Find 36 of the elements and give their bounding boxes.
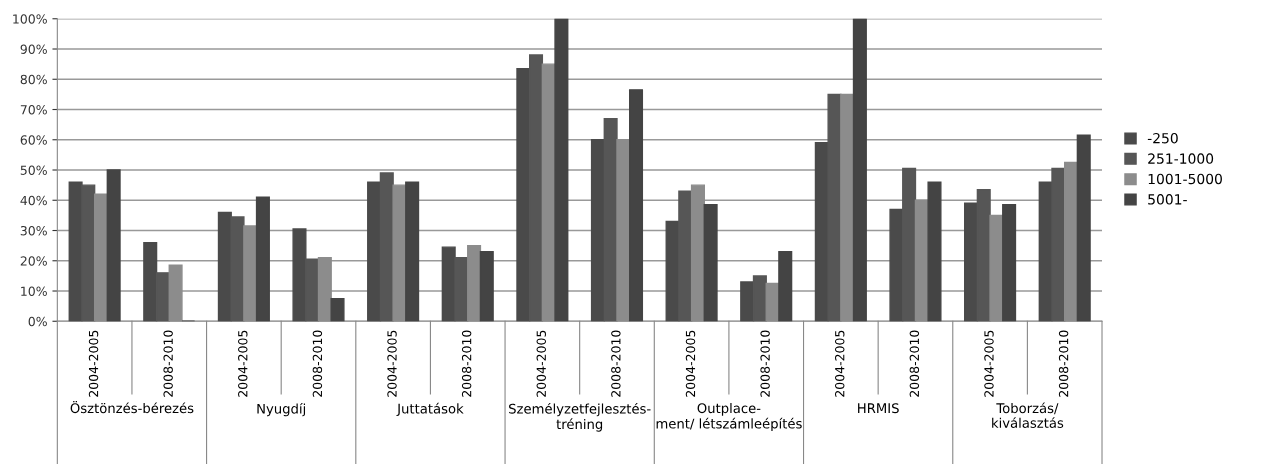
x-tick-label: 2004-2005 (685, 330, 696, 397)
x-tick-label: 2008-2010 (909, 330, 920, 397)
legend-label: 5001- (1148, 194, 1187, 205)
y-tick-label: 10% (21, 286, 47, 296)
y-tick-label: 70% (20, 104, 47, 115)
x-tick-label: 2008-2010 (163, 330, 173, 397)
y-tick-label: 40% (20, 195, 47, 206)
text: Ösztönzés-bérezés (70, 400, 194, 414)
text: Nyugdíj (257, 402, 306, 417)
x-tick-label: 2004-2005 (387, 330, 397, 397)
x-tick-label: 2008-2010 (1058, 330, 1069, 397)
x-tick-label: 2008-2010 (760, 330, 770, 397)
text: Outplace- ment/ létszámleépítés (656, 402, 802, 432)
y-tick-label: 0% (28, 316, 47, 327)
y-tick-label: 80% (20, 74, 47, 85)
y-tick-label: 90% (20, 44, 47, 54)
y-tick-label: 20% (20, 256, 47, 266)
x-tick-label: 2004-2005 (238, 330, 248, 397)
x-tick-label: 2008-2010 (312, 330, 323, 397)
legend-label: 1001-5000 (1148, 173, 1222, 185)
x-tick-label: 2008-2010 (611, 330, 621, 397)
legend-label: 251-1000 (1148, 153, 1214, 164)
text: HRMIS (858, 403, 899, 414)
text: Személyzetfejlesztés- tréning (509, 402, 651, 432)
x-tick-label: 2004-2005 (536, 330, 546, 397)
y-tick-label: 30% (20, 225, 47, 236)
y-tick-label: 50% (20, 165, 47, 175)
text: Toborzás/ kiválasztás (992, 402, 1064, 428)
text: Juttatások (396, 402, 464, 417)
x-tick-label: 2008-2010 (461, 330, 472, 397)
x-tick-label: 2004-2005 (835, 330, 845, 397)
x-tick-label: 2004-2005 (984, 330, 994, 397)
x-tick-label: 2004-2005 (88, 330, 99, 397)
legend-label: -250 (1147, 132, 1178, 144)
y-tick-label: 100% (13, 14, 47, 24)
y-tick-label: 60% (20, 135, 47, 145)
